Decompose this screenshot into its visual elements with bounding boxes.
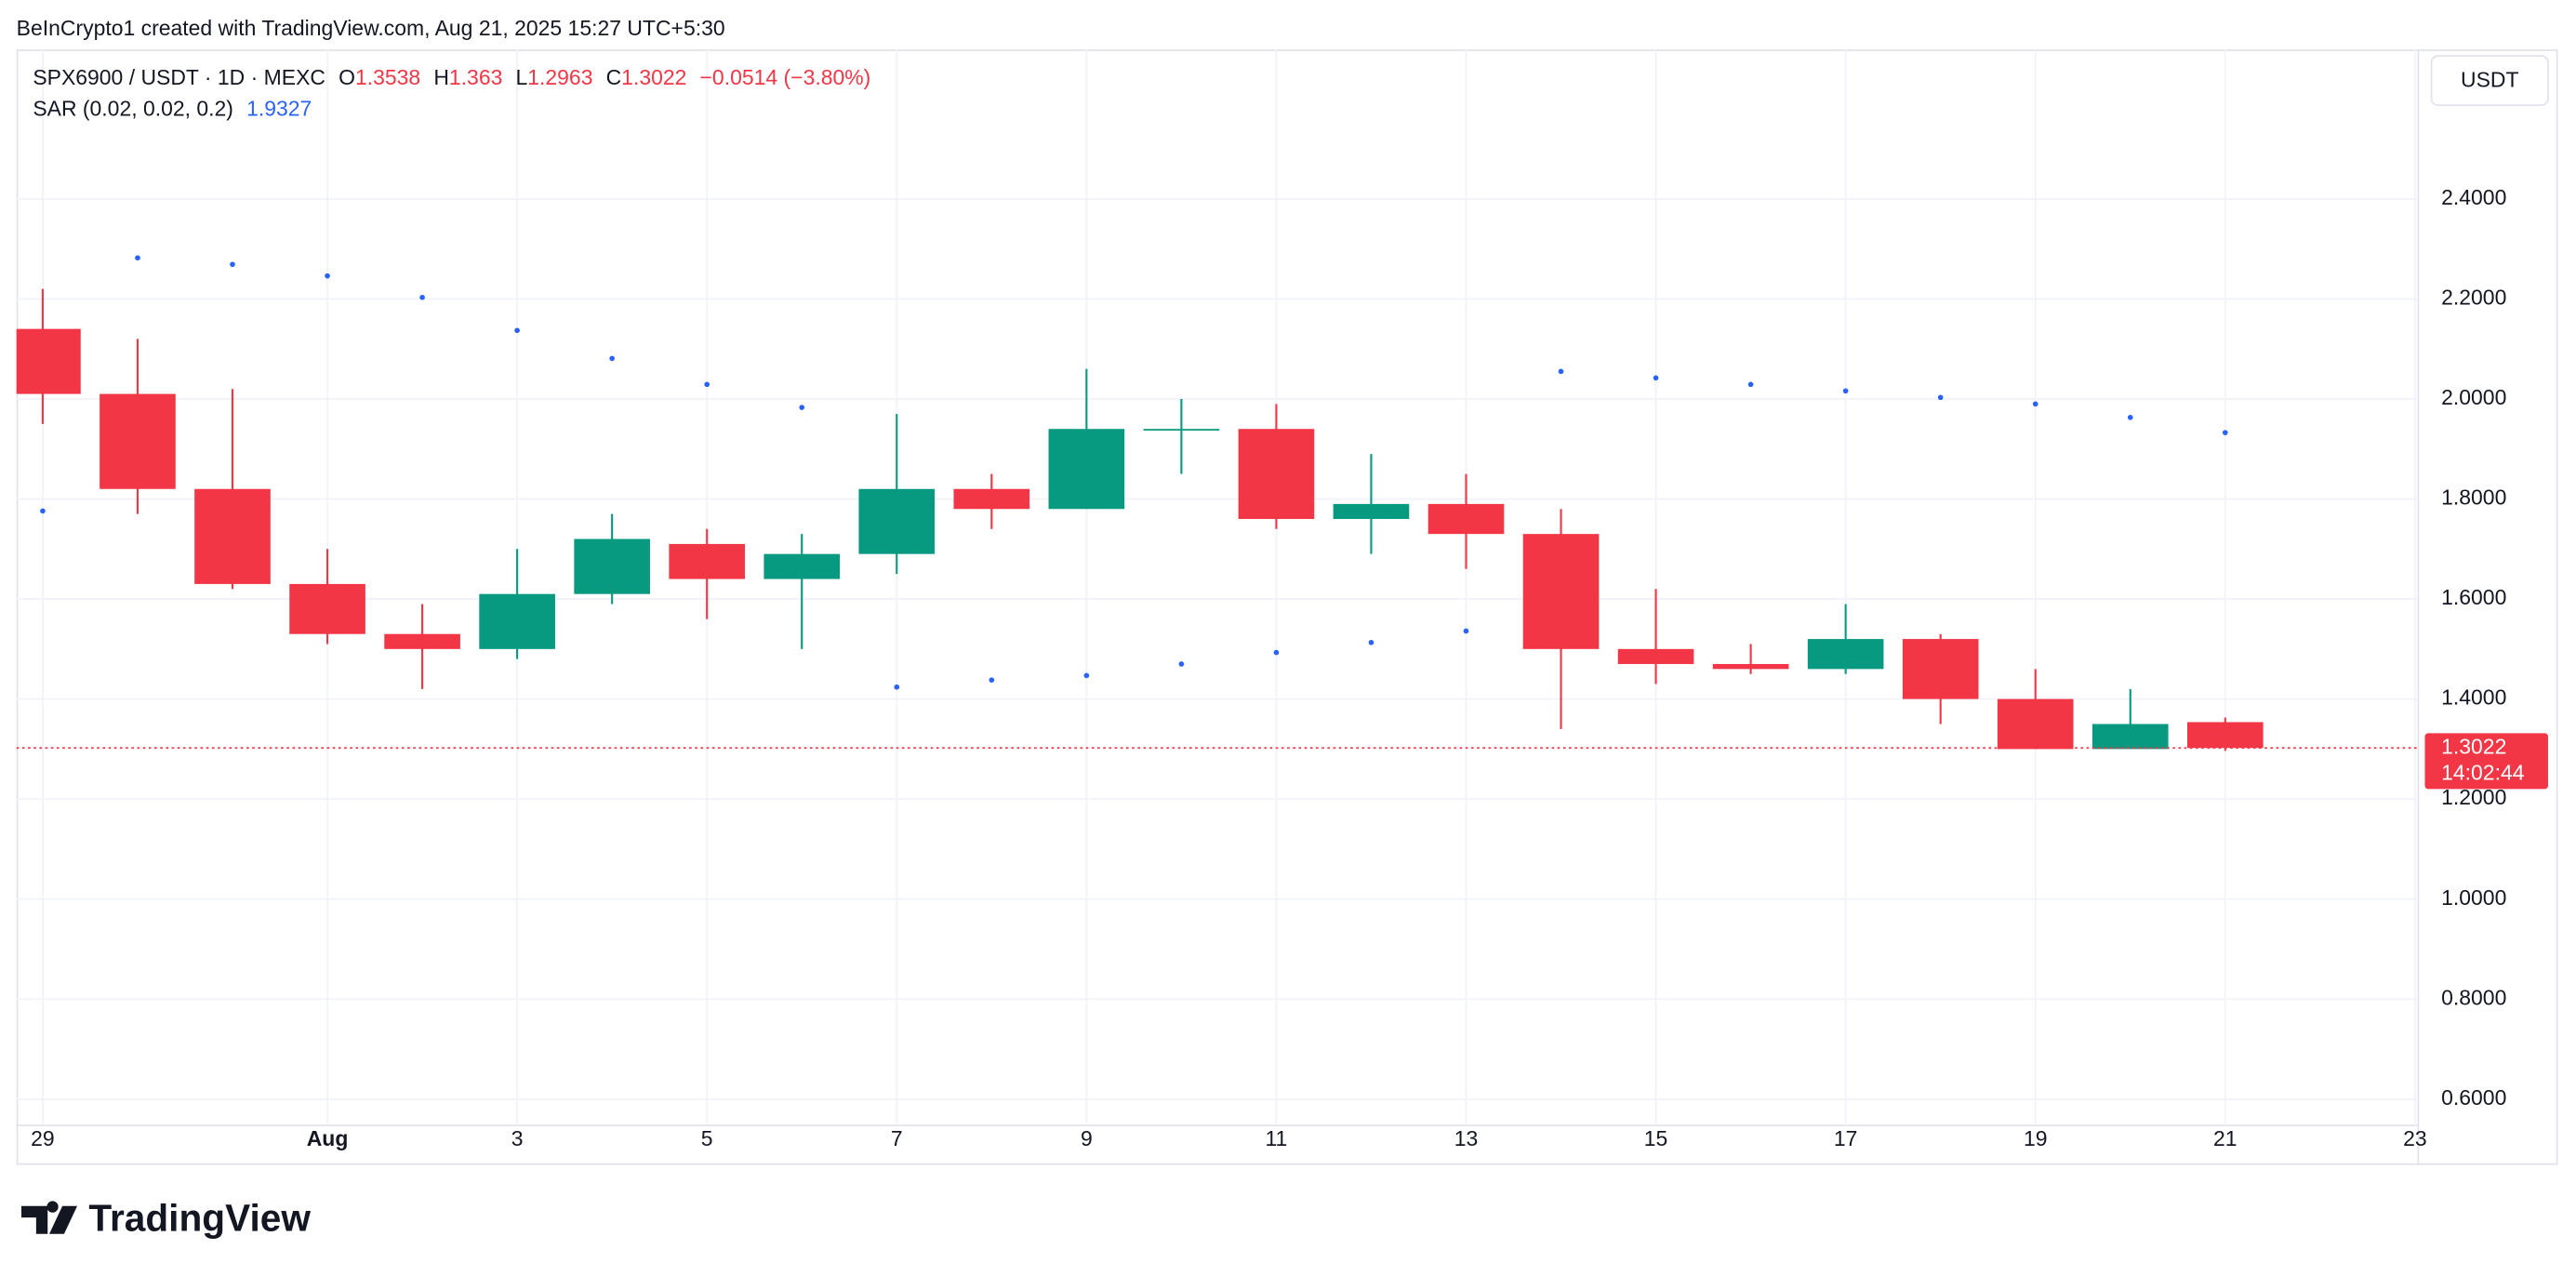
indicator-legend: SAR (0.02, 0.02, 0.2) 1.9327 bbox=[33, 96, 312, 120]
y-tick-label: 1.6000 bbox=[2441, 585, 2506, 609]
ohlc-label: O bbox=[339, 65, 355, 89]
sar-dot bbox=[989, 677, 995, 684]
countdown-label: 14:02:44 bbox=[2441, 761, 2525, 785]
candle-body bbox=[1048, 429, 1125, 510]
candle-body bbox=[1997, 698, 2074, 750]
ohlc-label: C bbox=[606, 65, 622, 89]
candle-body bbox=[764, 553, 841, 579]
candle-body bbox=[669, 543, 746, 579]
sar-dot bbox=[1083, 672, 1090, 679]
candle-body bbox=[1427, 503, 1505, 535]
sar-dot bbox=[1937, 394, 1944, 401]
candle-body bbox=[2091, 724, 2169, 750]
x-tick-label: 21 bbox=[2213, 1126, 2237, 1150]
sar-dot bbox=[1463, 628, 1469, 634]
x-tick-label: 11 bbox=[1266, 1126, 1288, 1150]
sar-dot bbox=[514, 327, 520, 334]
x-tick-label: 17 bbox=[1834, 1126, 1858, 1150]
x-tick-label: 15 bbox=[1644, 1126, 1668, 1150]
y-tick-label: 1.4000 bbox=[2441, 685, 2506, 710]
candle-body bbox=[194, 488, 271, 584]
ohlc-value: 1.3538 bbox=[355, 65, 420, 89]
y-tick-label: 1.0000 bbox=[2441, 885, 2506, 910]
indicator-value: 1.9327 bbox=[246, 96, 312, 120]
last-price-tag bbox=[2424, 733, 2548, 790]
candle-body bbox=[1522, 534, 1600, 649]
sar-dot bbox=[704, 381, 710, 388]
x-tick-label: 23 bbox=[2403, 1126, 2427, 1150]
attribution: BeInCrypto1 created with TradingView.com… bbox=[17, 16, 725, 40]
candle-body bbox=[574, 538, 650, 594]
x-tick-label: 7 bbox=[891, 1126, 903, 1150]
candle-body bbox=[1333, 503, 1410, 520]
symbol: SPX6900 / USDT · 1D · MEXC bbox=[33, 65, 325, 89]
candle-body bbox=[2186, 722, 2264, 749]
candle-body bbox=[1807, 639, 1884, 670]
sar-dot bbox=[40, 508, 46, 514]
sar-dot bbox=[419, 294, 425, 300]
ohlc-value: 1.2963 bbox=[527, 65, 592, 89]
candle-body bbox=[1143, 429, 1220, 431]
sar-dot bbox=[799, 405, 805, 410]
y-tick-label: 1.2000 bbox=[2441, 785, 2506, 809]
y-tick-label: 2.4000 bbox=[2441, 185, 2506, 209]
sar-dot bbox=[230, 261, 235, 268]
x-tick-label: Aug bbox=[307, 1126, 349, 1150]
y-tick-label: 0.6000 bbox=[2441, 1085, 2506, 1110]
logo-icon bbox=[20, 1201, 78, 1234]
last-price-label: 1.3022 bbox=[2441, 734, 2506, 758]
sar-dot bbox=[325, 272, 330, 279]
x-tick-label: 5 bbox=[701, 1126, 713, 1150]
ohlc-value: 1.363 bbox=[449, 65, 502, 89]
y-tick-label: 2.2000 bbox=[2441, 285, 2506, 309]
sar-dot bbox=[2127, 415, 2133, 420]
sar-dot bbox=[2032, 401, 2038, 407]
x-tick-label: 13 bbox=[1454, 1126, 1479, 1150]
chart-frame bbox=[16, 49, 2558, 1165]
candle-body bbox=[479, 593, 555, 649]
x-tick-label: 29 bbox=[31, 1126, 55, 1150]
ohlc-label: L bbox=[515, 65, 527, 89]
candle-body bbox=[100, 393, 176, 489]
logo-text: TradingView bbox=[88, 1196, 311, 1239]
sar-dot bbox=[1842, 388, 1849, 394]
candle-body bbox=[953, 488, 1030, 510]
sar-dot bbox=[2222, 430, 2228, 435]
currency-button[interactable] bbox=[2430, 55, 2549, 106]
candle-body bbox=[289, 583, 365, 634]
candle-body bbox=[1617, 648, 1694, 664]
candle-body bbox=[1902, 639, 1979, 699]
candle-body bbox=[1238, 429, 1315, 520]
candle-body bbox=[858, 488, 936, 554]
logo: TradingView bbox=[20, 1196, 311, 1239]
sar-dot bbox=[1558, 368, 1564, 375]
x-tick-label: 19 bbox=[2024, 1126, 2048, 1150]
indicator-name: SAR (0.02, 0.02, 0.2) bbox=[33, 96, 233, 120]
candle-body bbox=[384, 633, 460, 649]
currency-label[interactable]: USDT bbox=[2461, 68, 2518, 92]
sar-dot bbox=[1747, 381, 1754, 388]
sar-dot bbox=[1368, 640, 1374, 645]
y-tick-label: 0.8000 bbox=[2441, 985, 2506, 1009]
sar-dot bbox=[894, 684, 900, 690]
sar-dot bbox=[1653, 375, 1659, 381]
ohlc-value: 1.3022 bbox=[621, 65, 686, 89]
plot-area bbox=[16, 255, 2419, 751]
legend: SPX6900 / USDT · 1D · MEXC O1.3538 H1.363 L… bbox=[33, 65, 870, 89]
change-label: −0.0514 (−3.80%) bbox=[700, 65, 871, 89]
x-tick-label: 3 bbox=[511, 1126, 524, 1150]
sar-dot bbox=[609, 355, 615, 362]
axes: 0.6000 0.8000 1.0000 1.2000 1.4000 1.6000 1.80… bbox=[31, 185, 2548, 1150]
y-tick-label: 1.8000 bbox=[2441, 485, 2506, 510]
y-tick-label: 2.0000 bbox=[2441, 385, 2506, 409]
sar-dot bbox=[1273, 649, 1280, 656]
candle-body bbox=[1712, 663, 1789, 670]
x-tick-label: 9 bbox=[1081, 1126, 1093, 1150]
sar-dot bbox=[1178, 661, 1185, 667]
ohlc-label: H bbox=[433, 65, 449, 89]
candle-body bbox=[16, 328, 81, 394]
sar-dot bbox=[135, 255, 140, 261]
